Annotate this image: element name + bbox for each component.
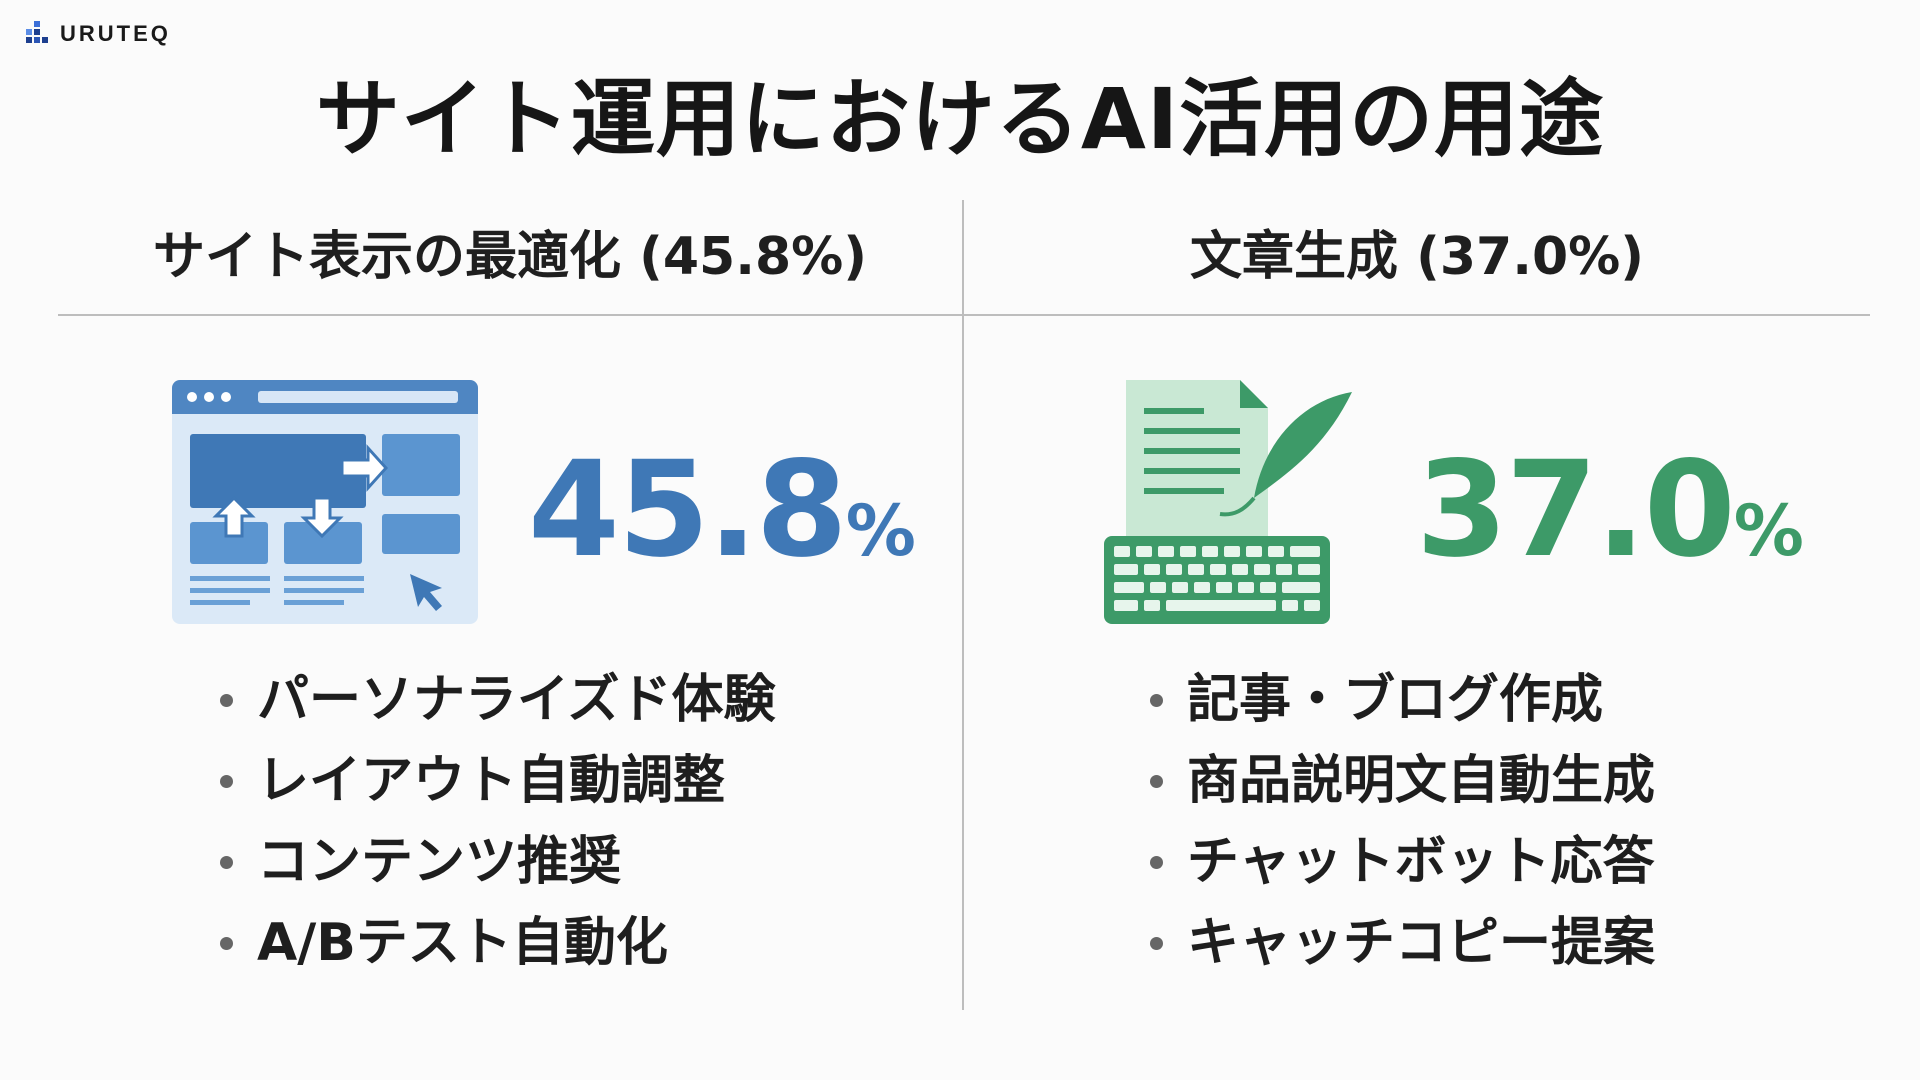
horizontal-divider xyxy=(58,314,1870,316)
vertical-divider xyxy=(962,200,964,1010)
percentage-unit: % xyxy=(1733,490,1804,572)
list-item: キャッチコピー提案 xyxy=(1150,903,1655,984)
column-heading-site-display: サイト表示の最適化 (45.8%) xyxy=(152,227,868,287)
bar-blocks-logo-icon xyxy=(26,21,48,43)
list-item: 記事・ブログ作成 xyxy=(1150,660,1655,741)
column-heading-text-generation: 文章生成 (37.0%) xyxy=(1189,227,1645,287)
bullet-icon xyxy=(1150,694,1163,707)
list-item: パーソナライズド体験 xyxy=(220,660,775,741)
bullet-icon xyxy=(220,694,233,707)
list-item: A/Bテスト自動化 xyxy=(220,903,775,984)
brand-name: URUTEQ xyxy=(60,21,171,46)
percentage-unit: % xyxy=(845,490,916,572)
brand: URUTEQ xyxy=(24,20,171,48)
list-item: コンテンツ推奨 xyxy=(220,822,775,903)
bullet-icon xyxy=(220,937,233,950)
big-percentage-site-display: 45.8% xyxy=(528,440,916,580)
percentage-number: 45.8 xyxy=(528,433,848,587)
big-percentage-text-generation: 37.0% xyxy=(1416,440,1804,580)
web-layout-optimization-icon xyxy=(172,380,478,624)
document-quill-keyboard-icon xyxy=(1104,380,1376,624)
bullet-list-text-generation: 記事・ブログ作成 商品説明文自動生成 チャットボット応答 キャッチコピー提案 xyxy=(1150,660,1655,984)
bullet-icon xyxy=(220,856,233,869)
page-title: サイト運用におけるAI活用の用途 xyxy=(315,70,1605,168)
list-item: 商品説明文自動生成 xyxy=(1150,741,1655,822)
list-item: チャットボット応答 xyxy=(1150,822,1655,903)
percentage-number: 37.0 xyxy=(1416,433,1736,587)
bullet-list-site-display: パーソナライズド体験 レイアウト自動調整 コンテンツ推奨 A/Bテスト自動化 xyxy=(220,660,775,984)
bullet-icon xyxy=(1150,937,1163,950)
bullet-icon xyxy=(220,775,233,788)
bullet-icon xyxy=(1150,856,1163,869)
bullet-icon xyxy=(1150,775,1163,788)
list-item: レイアウト自動調整 xyxy=(220,741,775,822)
